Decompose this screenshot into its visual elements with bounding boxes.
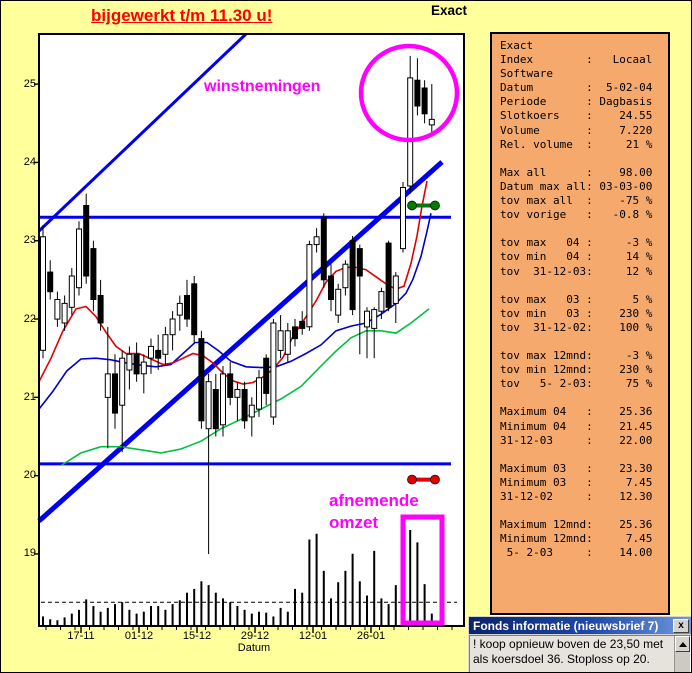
- candle-body: [364, 310, 370, 328]
- x-axis-label: 15-12: [182, 630, 212, 642]
- candle-body: [212, 389, 219, 430]
- x-axis-label: 12-01: [298, 630, 328, 642]
- candle-body: [263, 357, 270, 394]
- candle-body: [241, 389, 248, 422]
- candle-body: [104, 373, 111, 398]
- y-axis-label: 19: [23, 547, 36, 560]
- plot-border: [38, 33, 465, 627]
- candle-body: [76, 228, 82, 289]
- candle-body: [292, 326, 298, 340]
- candle-body: [335, 288, 342, 316]
- scrollbar[interactable]: [674, 636, 690, 672]
- candle-body: [140, 361, 147, 375]
- candle-body: [284, 330, 291, 355]
- candle-body: [205, 381, 212, 430]
- buy-level-dot: [430, 200, 440, 211]
- news-window-titlebar[interactable]: Fonds informatie (nieuwsbrief 7) x: [469, 617, 691, 634]
- ma-red: [38, 181, 428, 385]
- candle-body: [119, 357, 126, 406]
- y-axis-label: 21: [23, 390, 36, 403]
- candle-body: [191, 283, 198, 336]
- candle-body: [306, 244, 313, 328]
- candle-body: [400, 187, 406, 250]
- buy-level-dot: [407, 200, 417, 211]
- candle-body: [40, 236, 46, 351]
- arrow-up-icon: [678, 641, 687, 647]
- candle-body: [428, 118, 435, 126]
- candle-body: [61, 302, 68, 324]
- candle-body: [299, 320, 306, 329]
- volume-annotation-line1: afnemende: [329, 491, 419, 510]
- candle-body: [133, 353, 140, 375]
- fund-info-panel: Exact Index : Locaal Software Datum : 5-…: [490, 32, 670, 615]
- candle-body: [277, 330, 284, 351]
- candle-body: [328, 275, 334, 300]
- candle-body: [320, 216, 327, 281]
- candle-body: [349, 240, 356, 311]
- candle-body: [234, 389, 241, 398]
- trendline-upper: [37, 32, 248, 233]
- candle-body: [83, 205, 90, 277]
- highlight-rect: [400, 514, 445, 626]
- y-axis-label: 23: [23, 234, 36, 247]
- candle-body: [385, 242, 392, 308]
- candle-body: [356, 248, 363, 277]
- candle-body: [68, 275, 75, 308]
- y-axis-label: 25: [23, 77, 36, 90]
- profit-taking-annotation: winstnemingen: [204, 78, 321, 95]
- x-axis-label: 29-12: [240, 630, 270, 642]
- news-window: Fonds informatie (nieuwsbrief 7) x ! koo…: [467, 615, 691, 672]
- candle-body: [378, 291, 385, 312]
- candle-body: [371, 309, 378, 329]
- candle-body: [270, 322, 277, 418]
- close-button[interactable]: x: [673, 618, 689, 633]
- candle-body: [90, 248, 97, 301]
- candle-body: [155, 349, 162, 359]
- candle-body: [392, 275, 399, 304]
- y-axis-label: 22: [23, 312, 36, 325]
- candle-body: [198, 338, 205, 422]
- candle-body: [421, 87, 428, 115]
- news-window-content: ! koop opnieuw boven de 23,50 met als ko…: [469, 635, 691, 672]
- candle-body: [414, 79, 421, 107]
- candle-body: [162, 334, 169, 355]
- x-axis-title: Datum: [237, 642, 271, 654]
- x-axis-label: 26-01: [356, 630, 386, 642]
- y-axis-label: 20: [23, 469, 36, 482]
- candle-body: [407, 77, 414, 187]
- candle-body: [112, 373, 118, 414]
- y-axis-label: 24: [23, 155, 36, 168]
- scroll-up-button[interactable]: [675, 636, 690, 652]
- candle-body: [148, 345, 154, 359]
- candle-body: [227, 373, 234, 398]
- chart-title: Exact: [430, 3, 467, 18]
- candle-body: [313, 236, 320, 246]
- x-axis-label: 01-12: [124, 630, 154, 642]
- updated-note: bijgewerkt t/m 11.30 u!: [91, 6, 273, 25]
- candle-body: [54, 299, 61, 320]
- news-text: ! koop opnieuw boven de 23,50 met als ko…: [473, 637, 664, 666]
- highlight-circle: [358, 43, 460, 143]
- news-window-title: Fonds informatie (nieuwsbrief 7): [473, 618, 659, 633]
- candle-body: [97, 295, 104, 324]
- candle-body: [220, 373, 226, 426]
- candle-body: [256, 377, 262, 410]
- fund-info-text: Exact Index : Locaal Software Datum : 5-…: [500, 39, 653, 560]
- candle-body: [248, 404, 255, 418]
- candle-body: [342, 263, 349, 289]
- trendline-lower: [37, 160, 444, 523]
- stoploss-level-dot: [407, 474, 417, 485]
- volume-annotation-line2: omzet: [329, 513, 379, 532]
- candle-body: [126, 353, 133, 371]
- candle-body: [47, 271, 54, 293]
- x-axis-label: 17-11: [67, 630, 95, 642]
- candle-body: [176, 302, 183, 316]
- candle-body: [184, 295, 190, 320]
- candle-body: [169, 318, 176, 336]
- stoploss-level-dot: [430, 474, 440, 485]
